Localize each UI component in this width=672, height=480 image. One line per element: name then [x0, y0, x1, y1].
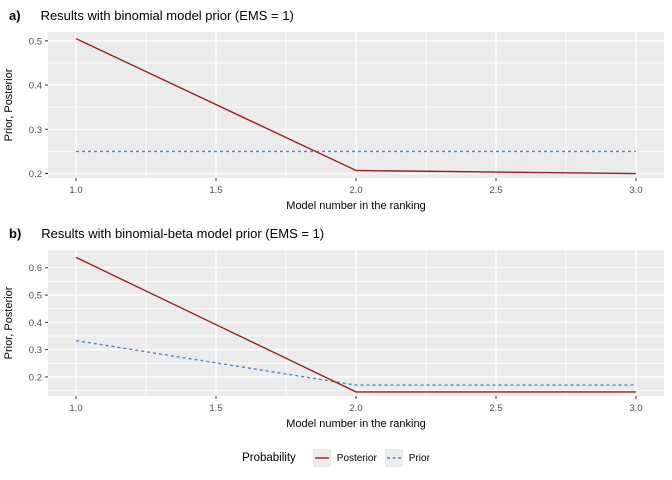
- svg-text:0.5: 0.5: [29, 291, 42, 302]
- legend-title: Probability: [242, 452, 296, 464]
- svg-text:2.5: 2.5: [489, 185, 502, 196]
- legend-item-posterior: Posterior: [312, 449, 377, 467]
- panel-b-title: Results with binomial-beta model prior (…: [41, 226, 325, 241]
- svg-text:0.3: 0.3: [29, 345, 42, 356]
- line-chart-a: 1.0 1.5 2.0 2.5 3.0 0.2 0.3 0.4 0.5 Model number …: [3, 32, 664, 212]
- svg-text:0.2: 0.2: [29, 169, 42, 180]
- panel-a-title: Results with binomial model prior (EMS =…: [40, 8, 294, 23]
- svg-text:0.2: 0.2: [29, 372, 42, 383]
- panel-a-header: a) Results with binomial model prior (EM…: [0, 0, 672, 28]
- svg-text:Prior, Posterior: Prior, Posterior: [3, 68, 15, 141]
- panel-b: b) Results with binomial-beta model prio…: [0, 218, 672, 436]
- svg-text:Prior, Posterior: Prior, Posterior: [3, 286, 15, 359]
- legend-label-prior: Prior: [408, 452, 430, 464]
- svg-text:2.5: 2.5: [489, 403, 502, 414]
- svg-text:1.5: 1.5: [209, 185, 222, 196]
- svg-text:0.6: 0.6: [29, 263, 42, 274]
- panel-a: a) Results with binomial model prior (EM…: [0, 0, 672, 218]
- svg-text:0.5: 0.5: [29, 36, 42, 47]
- panel-b-header: b) Results with binomial-beta model prio…: [0, 218, 672, 246]
- svg-text:2.0: 2.0: [349, 403, 362, 414]
- svg-text:Model number in the ranking: Model number in the ranking: [286, 200, 425, 212]
- svg-text:0.3: 0.3: [29, 125, 42, 136]
- svg-text:3.0: 3.0: [629, 185, 642, 196]
- panel-a-tag: a): [9, 8, 21, 23]
- legend-item-prior: Prior: [384, 449, 430, 467]
- svg-text:1.0: 1.0: [69, 403, 82, 414]
- prior-line-icon: [384, 449, 403, 467]
- legend-label-posterior: Posterior: [336, 452, 377, 464]
- svg-text:2.0: 2.0: [349, 185, 362, 196]
- posterior-line-icon: [312, 449, 331, 467]
- legend: Probability Posterior Prior: [0, 436, 672, 467]
- svg-text:1.5: 1.5: [209, 403, 222, 414]
- panel-b-tag: b): [9, 226, 22, 241]
- svg-text:0.4: 0.4: [29, 318, 42, 329]
- svg-text:Model number in the ranking: Model number in the ranking: [286, 418, 425, 430]
- line-chart-b: 1.0 1.5 2.0 2.5 3.0 0.2 0.3 0.4 0.5 0.6 Model numb…: [3, 250, 664, 430]
- svg-text:1.0: 1.0: [69, 185, 82, 196]
- svg-text:0.4: 0.4: [29, 81, 42, 92]
- svg-text:3.0: 3.0: [629, 403, 642, 414]
